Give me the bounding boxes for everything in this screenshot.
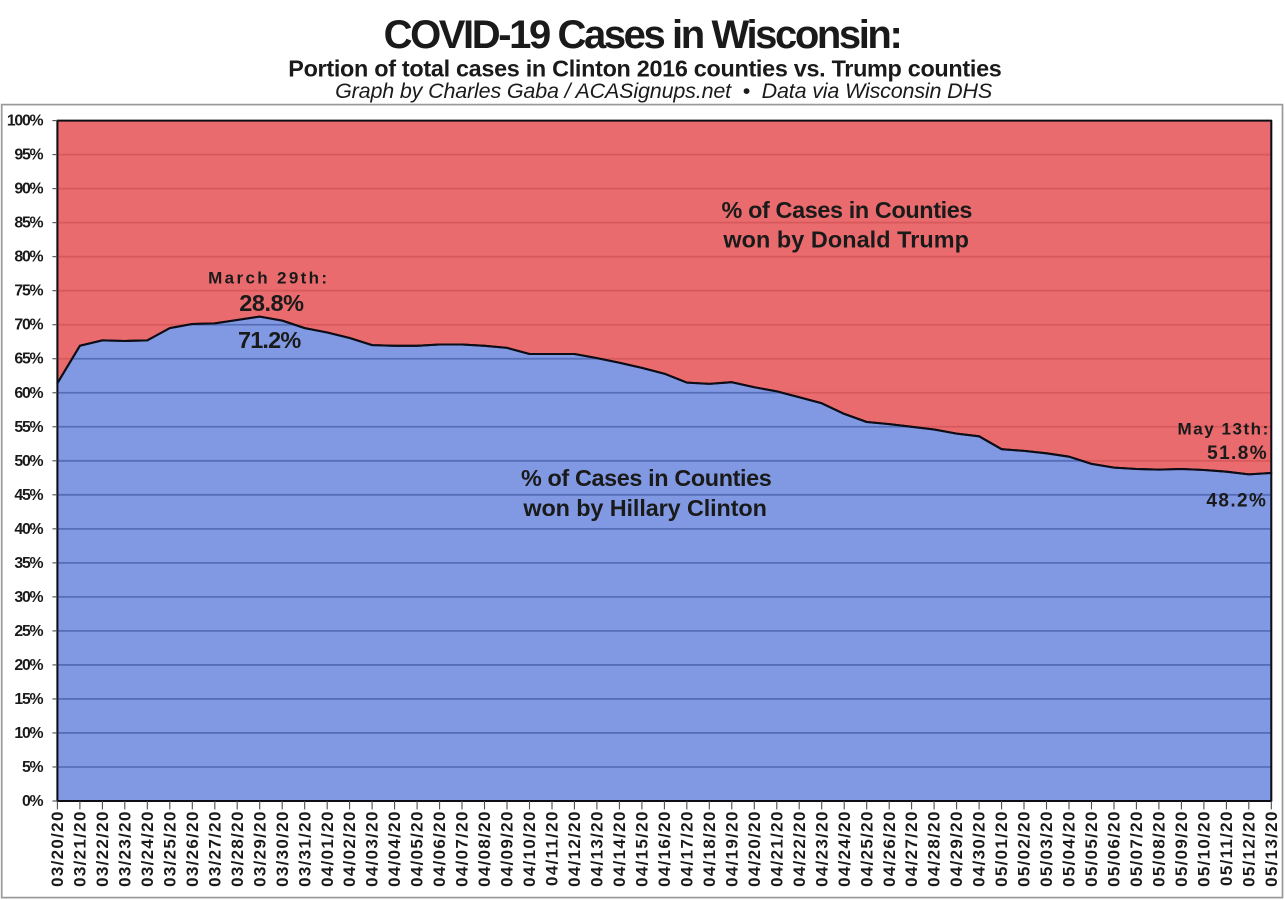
svg-text:03/28/20: 03/28/20 [228, 810, 247, 887]
svg-text:04/04/20: 04/04/20 [385, 810, 404, 887]
svg-text:28.8%: 28.8% [239, 290, 304, 316]
svg-text:04/29/20: 04/29/20 [947, 810, 966, 887]
svg-text:04/08/20: 04/08/20 [475, 810, 494, 887]
svg-text:March 29th:: March 29th: [208, 268, 329, 287]
svg-text:won by Hillary Clinton: won by Hillary Clinton [522, 495, 766, 521]
svg-text:04/26/20: 04/26/20 [880, 810, 899, 887]
svg-text:03/23/20: 03/23/20 [115, 810, 134, 887]
svg-text:03/24/20: 03/24/20 [138, 810, 157, 887]
svg-text:05/10/20: 05/10/20 [1195, 810, 1214, 887]
svg-text:10%: 10% [14, 725, 43, 742]
svg-text:03/31/20: 03/31/20 [295, 810, 314, 887]
svg-text:25%: 25% [14, 623, 43, 640]
svg-text:70%: 70% [14, 317, 43, 334]
svg-text:04/15/20: 04/15/20 [633, 810, 652, 887]
svg-text:03/20/20: 03/20/20 [48, 810, 67, 887]
svg-text:03/30/20: 03/30/20 [273, 810, 292, 887]
svg-text:05/05/20: 05/05/20 [1082, 810, 1101, 887]
svg-text:04/22/20: 04/22/20 [790, 810, 809, 887]
svg-text:04/10/20: 04/10/20 [520, 810, 539, 887]
svg-text:04/13/20: 04/13/20 [588, 810, 607, 887]
svg-text:90%: 90% [14, 181, 43, 198]
svg-text:03/29/20: 03/29/20 [250, 810, 269, 887]
svg-text:04/27/20: 04/27/20 [902, 810, 921, 887]
svg-text:15%: 15% [14, 691, 43, 708]
svg-text:04/01/20: 04/01/20 [318, 810, 337, 887]
svg-text:% of Cases in Counties: % of Cases in Counties [521, 465, 772, 491]
svg-text:05/03/20: 05/03/20 [1037, 810, 1056, 887]
svg-text:05/07/20: 05/07/20 [1127, 810, 1146, 887]
svg-text:65%: 65% [14, 351, 43, 368]
svg-text:04/12/20: 04/12/20 [565, 810, 584, 887]
svg-text:60%: 60% [14, 385, 43, 402]
svg-text:04/30/20: 04/30/20 [970, 810, 989, 887]
svg-text:04/25/20: 04/25/20 [857, 810, 876, 887]
svg-text:50%: 50% [14, 453, 43, 470]
svg-text:05/12/20: 05/12/20 [1239, 810, 1258, 887]
svg-text:05/04/20: 05/04/20 [1060, 810, 1079, 887]
svg-text:04/06/20: 04/06/20 [430, 810, 449, 887]
svg-text:05/02/20: 05/02/20 [1015, 810, 1034, 887]
svg-text:04/07/20: 04/07/20 [453, 810, 472, 887]
svg-text:04/19/20: 04/19/20 [722, 810, 741, 887]
svg-text:Portion of total cases in Clin: Portion of total cases in Clinton 2016 c… [288, 56, 1002, 82]
svg-text:48.2%: 48.2% [1206, 490, 1267, 511]
svg-text:45%: 45% [14, 487, 43, 504]
svg-text:85%: 85% [14, 215, 43, 232]
svg-text:04/23/20: 04/23/20 [812, 810, 831, 887]
svg-text:05/09/20: 05/09/20 [1172, 810, 1191, 887]
svg-text:03/25/20: 03/25/20 [160, 810, 179, 887]
svg-text:75%: 75% [14, 283, 43, 300]
svg-text:03/21/20: 03/21/20 [71, 810, 90, 887]
svg-text:05/11/20: 05/11/20 [1217, 810, 1236, 886]
svg-text:won by Donald Trump: won by Donald Trump [722, 227, 969, 253]
svg-text:04/21/20: 04/21/20 [767, 810, 786, 887]
svg-text:04/09/20: 04/09/20 [498, 810, 517, 887]
svg-text:% of Cases in Counties: % of Cases in Counties [722, 197, 973, 223]
svg-text:04/28/20: 04/28/20 [925, 810, 944, 887]
svg-text:04/17/20: 04/17/20 [677, 810, 696, 887]
svg-text:04/11/20: 04/11/20 [543, 810, 562, 886]
svg-text:03/22/20: 03/22/20 [93, 810, 112, 887]
svg-text:May 13th:: May 13th: [1178, 420, 1270, 439]
svg-text:04/02/20: 04/02/20 [340, 810, 359, 887]
svg-text:71.2%: 71.2% [238, 327, 301, 353]
svg-text:51.8%: 51.8% [1207, 443, 1268, 464]
svg-text:100%: 100% [7, 113, 44, 130]
svg-text:03/26/20: 03/26/20 [183, 810, 202, 887]
svg-text:04/20/20: 04/20/20 [745, 810, 764, 887]
svg-text:COVID-19 Cases in Wisconsin:: COVID-19 Cases in Wisconsin: [384, 13, 901, 57]
svg-text:55%: 55% [14, 419, 43, 436]
svg-text:05/08/20: 05/08/20 [1150, 810, 1169, 887]
svg-text:40%: 40% [14, 521, 43, 538]
svg-text:05/13/20: 05/13/20 [1262, 810, 1281, 887]
svg-text:30%: 30% [14, 589, 43, 606]
svg-text:04/14/20: 04/14/20 [610, 810, 629, 887]
svg-text:04/24/20: 04/24/20 [835, 810, 854, 887]
svg-text:5%: 5% [22, 759, 44, 776]
svg-text:04/05/20: 04/05/20 [408, 810, 427, 887]
svg-text:95%: 95% [14, 147, 43, 164]
svg-text:Graph by Charles Gaba / ACASig: Graph by Charles Gaba / ACASignups.net •… [335, 79, 993, 103]
svg-text:05/06/20: 05/06/20 [1105, 810, 1124, 887]
svg-text:04/03/20: 04/03/20 [363, 810, 382, 887]
svg-text:20%: 20% [14, 657, 43, 674]
svg-text:04/18/20: 04/18/20 [700, 810, 719, 887]
svg-text:80%: 80% [14, 249, 43, 266]
svg-text:0%: 0% [22, 793, 44, 810]
svg-text:35%: 35% [14, 555, 43, 572]
svg-text:04/16/20: 04/16/20 [655, 810, 674, 887]
svg-text:05/01/20: 05/01/20 [992, 810, 1011, 887]
svg-text:03/27/20: 03/27/20 [205, 810, 224, 887]
